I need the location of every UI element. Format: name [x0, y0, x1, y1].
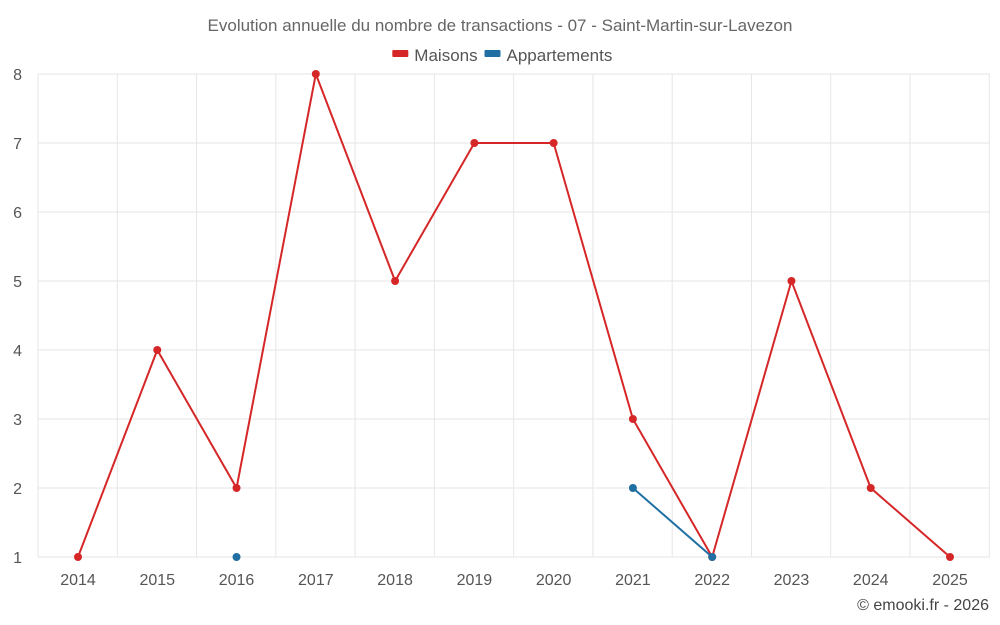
data-point[interactable] [232, 484, 241, 492]
y-tick-label: 8 [13, 67, 22, 84]
x-tick-label: 2023 [774, 572, 810, 589]
legend-label: Maisons [414, 46, 477, 65]
credit-text: © emooki.fr - 2026 [857, 597, 989, 614]
data-point[interactable] [470, 139, 479, 147]
data-point[interactable] [628, 415, 637, 423]
x-tick-label: 2016 [219, 572, 255, 589]
data-point[interactable] [232, 553, 241, 561]
data-point[interactable] [946, 553, 954, 561]
series-maisons [74, 70, 954, 561]
data-point[interactable] [549, 139, 558, 147]
x-tick-label: 2015 [139, 572, 175, 589]
legend: Maisons Appartements [392, 46, 612, 65]
data-point[interactable] [787, 277, 796, 285]
y-tick-label: 2 [13, 481, 22, 498]
data-point[interactable] [74, 553, 82, 561]
legend-swatch [392, 50, 409, 57]
chart-title: Evolution annuelle du nombre de transact… [208, 16, 793, 35]
x-tick-label: 2022 [694, 572, 730, 589]
data-point[interactable] [311, 70, 320, 78]
data-point[interactable] [391, 277, 400, 285]
x-tick-label: 2025 [932, 572, 968, 589]
y-tick-label: 5 [13, 274, 22, 291]
series-line [632, 487, 713, 558]
grid-lines [37, 73, 990, 558]
x-axis: 2014 2015 2016 2017 2018 2019 2020 2021 2022 2023… [60, 572, 968, 589]
legend-swatch [484, 50, 501, 57]
legend-item-appartements[interactable]: Appartements [484, 46, 613, 65]
x-tick-label: 2020 [536, 572, 572, 589]
data-point[interactable] [153, 346, 162, 354]
data-point[interactable] [628, 484, 637, 492]
legend-item-maisons[interactable]: Maisons [392, 46, 478, 65]
x-tick-label: 2019 [457, 572, 493, 589]
x-tick-label: 2021 [615, 572, 651, 589]
data-point[interactable] [866, 484, 875, 492]
data-point[interactable] [708, 553, 717, 561]
y-tick-label: 7 [13, 136, 22, 153]
y-tick-label: 6 [13, 205, 22, 222]
x-tick-label: 2017 [298, 572, 334, 589]
x-tick-label: 2018 [377, 572, 413, 589]
y-tick-label: 1 [13, 550, 22, 567]
series-appartements [232, 484, 717, 561]
y-tick-label: 3 [13, 412, 22, 429]
x-tick-label: 2014 [60, 572, 96, 589]
legend-label: Appartements [507, 46, 613, 65]
series-line [77, 70, 951, 560]
x-tick-label: 2024 [853, 572, 889, 589]
y-tick-label: 4 [13, 343, 22, 360]
y-axis: 1 2 3 4 5 6 7 8 [13, 67, 22, 567]
series-group [74, 70, 954, 561]
